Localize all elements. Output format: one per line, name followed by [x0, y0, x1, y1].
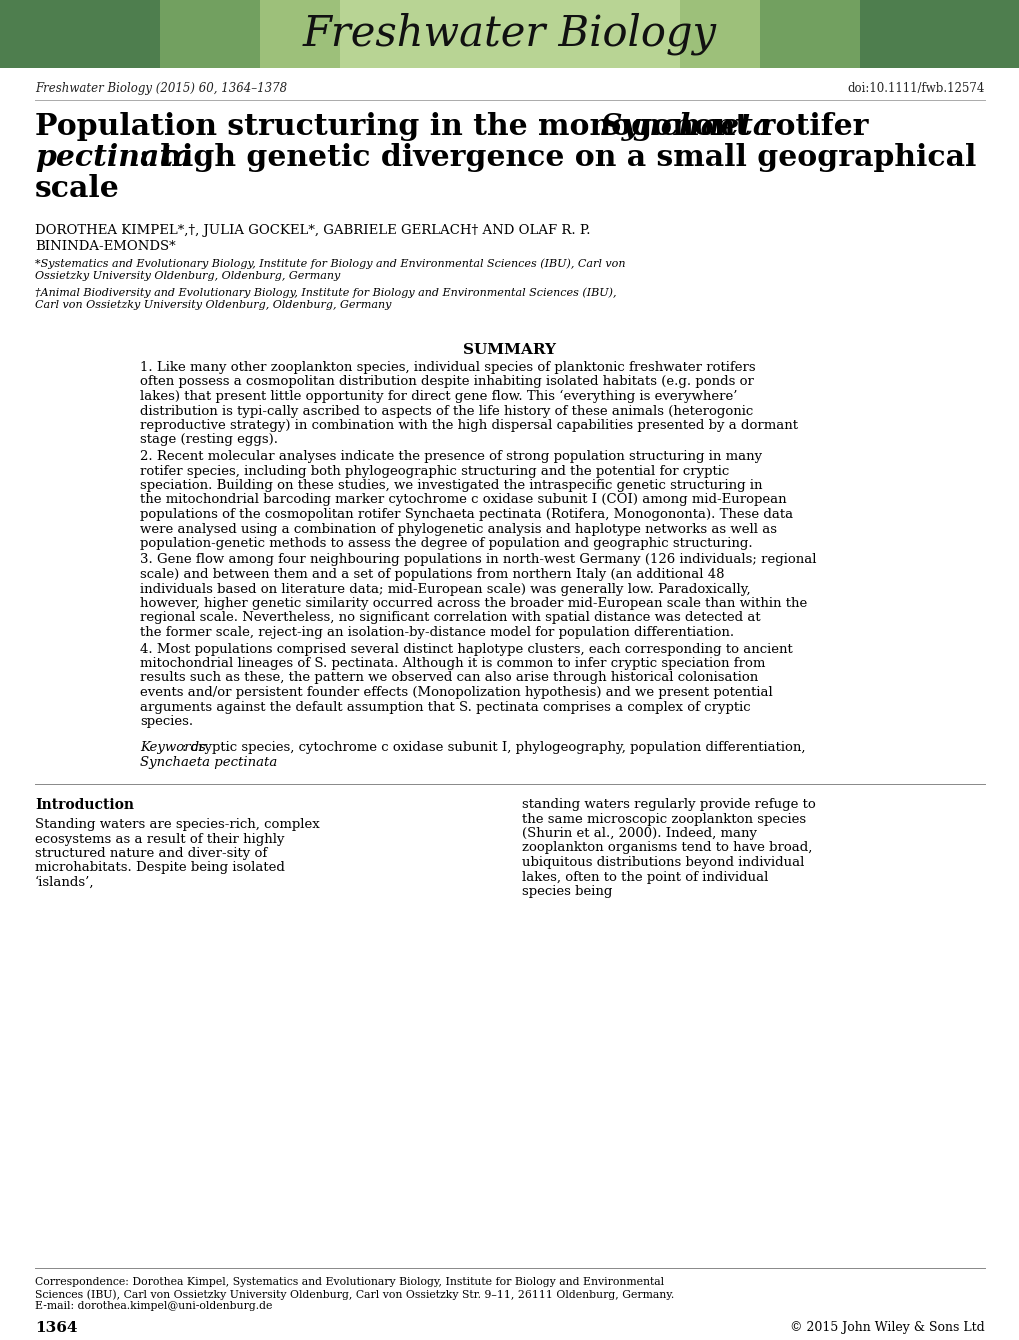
Text: ecosystems as a result of their highly: ecosystems as a result of their highly	[35, 832, 284, 846]
Text: species being: species being	[522, 884, 611, 898]
Text: E-mail: dorothea.kimpel@uni-oldenburg.de: E-mail: dorothea.kimpel@uni-oldenburg.de	[35, 1301, 272, 1311]
Text: stage (resting eggs).: stage (resting eggs).	[140, 434, 278, 446]
Text: Population structuring in the monogonont rotifer: Population structuring in the monogonont…	[35, 113, 878, 141]
Text: were analysed using a combination of phylogenetic analysis and haplotype network: were analysed using a combination of phy…	[140, 523, 776, 536]
Text: Sciences (IBU), Carl von Ossietzky University Oldenburg, Carl von Ossietzky Str.: Sciences (IBU), Carl von Ossietzky Unive…	[35, 1289, 674, 1300]
Text: rotifer species, including both phylogeographic structuring and the potential fo: rotifer species, including both phylogeo…	[140, 465, 729, 477]
Text: © 2015 John Wiley & Sons Ltd: © 2015 John Wiley & Sons Ltd	[790, 1321, 984, 1335]
Text: species.: species.	[140, 716, 193, 728]
Text: population-genetic methods to assess the degree of population and geographic str: population-genetic methods to assess the…	[140, 537, 752, 549]
Text: SUMMARY: SUMMARY	[463, 343, 556, 356]
Text: Keywords: Keywords	[140, 741, 206, 754]
Text: however, higher genetic similarity occurred across the broader mid-European scal: however, higher genetic similarity occur…	[140, 598, 806, 610]
Text: doi:10.1111/fwb.12574: doi:10.1111/fwb.12574	[847, 82, 984, 95]
Text: DOROTHEA KIMPEL*,†, JULIA GOCKEL*, GABRIELE GERLACH† AND OLAF R. P.: DOROTHEA KIMPEL*,†, JULIA GOCKEL*, GABRI…	[35, 224, 590, 237]
Text: zooplankton organisms tend to have broad,: zooplankton organisms tend to have broad…	[522, 842, 811, 855]
Text: regional scale. Nevertheless, no significant correlation with spatial distance w: regional scale. Nevertheless, no signifi…	[140, 611, 760, 624]
Text: Correspondence: Dorothea Kimpel, Systematics and Evolutionary Biology, Institute: Correspondence: Dorothea Kimpel, Systema…	[35, 1277, 663, 1286]
Text: 2. Recent molecular analyses indicate the presence of strong population structur: 2. Recent molecular analyses indicate th…	[140, 450, 761, 464]
Text: speciation. Building on these studies, we investigated the intraspecific genetic: speciation. Building on these studies, w…	[140, 478, 762, 492]
Text: scale) and between them and a set of populations from northern Italy (an additio: scale) and between them and a set of pop…	[140, 568, 723, 582]
Text: BININDA-EMONDS*: BININDA-EMONDS*	[35, 240, 175, 253]
Bar	[160, 0, 859, 68]
Text: pectinata: pectinata	[35, 143, 193, 172]
Text: events and/or persistent founder effects (Monopolization hypothesis) and we pres: events and/or persistent founder effects…	[140, 686, 772, 699]
Text: 3. Gene flow among four neighbouring populations in north-west Germany (126 indi: 3. Gene flow among four neighbouring pop…	[140, 553, 815, 567]
Text: structured nature and diver-sity of: structured nature and diver-sity of	[35, 847, 267, 860]
Text: Synchaeta pectinata: Synchaeta pectinata	[140, 756, 277, 769]
Text: †Animal Biodiversity and Evolutionary Biology, Institute for Biology and Environ: †Animal Biodiversity and Evolutionary Bi…	[35, 287, 615, 297]
Text: 1. Like many other zooplankton species, individual species of planktonic freshwa: 1. Like many other zooplankton species, …	[140, 360, 755, 374]
Bar	[339, 0, 680, 68]
Text: the same microscopic zooplankton species: the same microscopic zooplankton species	[522, 812, 805, 825]
Text: Carl von Ossietzky University Oldenburg, Oldenburg, Germany: Carl von Ossietzky University Oldenburg,…	[35, 300, 391, 310]
Text: the mitochondrial barcoding marker cytochrome c oxidase subunit I (COI) among mi: the mitochondrial barcoding marker cytoc…	[140, 493, 786, 507]
Text: lakes, often to the point of individual: lakes, often to the point of individual	[522, 871, 767, 883]
Text: Freshwater Biology (2015) 60, 1364–1378: Freshwater Biology (2015) 60, 1364–1378	[35, 82, 286, 95]
Text: the former scale, reject-ing an isolation-by-distance model for population diffe: the former scale, reject-ing an isolatio…	[140, 626, 734, 639]
Text: Standing waters are species-rich, complex: Standing waters are species-rich, comple…	[35, 817, 319, 831]
Text: 4. Most populations comprised several distinct haplotype clusters, each correspo: 4. Most populations comprised several di…	[140, 642, 792, 655]
Text: reproductive strategy) in combination with the high dispersal capabilities prese: reproductive strategy) in combination wi…	[140, 419, 797, 431]
Text: standing waters regularly provide refuge to: standing waters regularly provide refuge…	[522, 799, 815, 811]
Text: 1364: 1364	[35, 1321, 77, 1335]
Bar	[0, 0, 1019, 68]
Text: ubiquitous distributions beyond individual: ubiquitous distributions beyond individu…	[522, 856, 804, 870]
Text: Freshwater Biology: Freshwater Biology	[303, 13, 716, 55]
Text: microhabitats. Despite being isolated: microhabitats. Despite being isolated	[35, 862, 284, 875]
Text: *Systematics and Evolutionary Biology, Institute for Biology and Environmental S: *Systematics and Evolutionary Biology, I…	[35, 259, 625, 268]
Text: Introduction: Introduction	[35, 799, 133, 812]
Text: populations of the cosmopolitan rotifer Synchaeta pectinata (Rotifera, Monogonon: populations of the cosmopolitan rotifer …	[140, 508, 793, 521]
Bar	[260, 0, 759, 68]
Text: arguments against the default assumption that S. pectinata comprises a complex o: arguments against the default assumption…	[140, 701, 750, 713]
Text: lakes) that present little opportunity for direct gene flow. This ‘everything is: lakes) that present little opportunity f…	[140, 390, 737, 403]
Text: Ossietzky University Oldenburg, Oldenburg, Germany: Ossietzky University Oldenburg, Oldenbur…	[35, 271, 340, 281]
Text: Synchaeta: Synchaeta	[600, 113, 772, 141]
Text: : cryptic species, cytochrome c oxidase subunit I, phylogeography, population di: : cryptic species, cytochrome c oxidase …	[181, 741, 805, 754]
Text: ‘islands’,: ‘islands’,	[35, 876, 95, 888]
Text: often possess a cosmopolitan distribution despite inhabiting isolated habitats (: often possess a cosmopolitan distributio…	[140, 375, 753, 389]
Text: (Shurin et al., 2000). Indeed, many: (Shurin et al., 2000). Indeed, many	[522, 827, 756, 840]
Text: scale: scale	[35, 174, 119, 202]
Text: individuals based on literature data; mid-European scale) was generally low. Par: individuals based on literature data; mi…	[140, 583, 750, 595]
Text: results such as these, the pattern we observed can also arise through historical: results such as these, the pattern we ob…	[140, 671, 757, 685]
Text: distribution is typi-cally ascribed to aspects of the life history of these anim: distribution is typi-cally ascribed to a…	[140, 405, 752, 418]
Text: mitochondrial lineages of S. pectinata. Although it is common to infer cryptic s: mitochondrial lineages of S. pectinata. …	[140, 657, 764, 670]
Text: : high genetic divergence on a small geographical: : high genetic divergence on a small geo…	[139, 143, 975, 172]
